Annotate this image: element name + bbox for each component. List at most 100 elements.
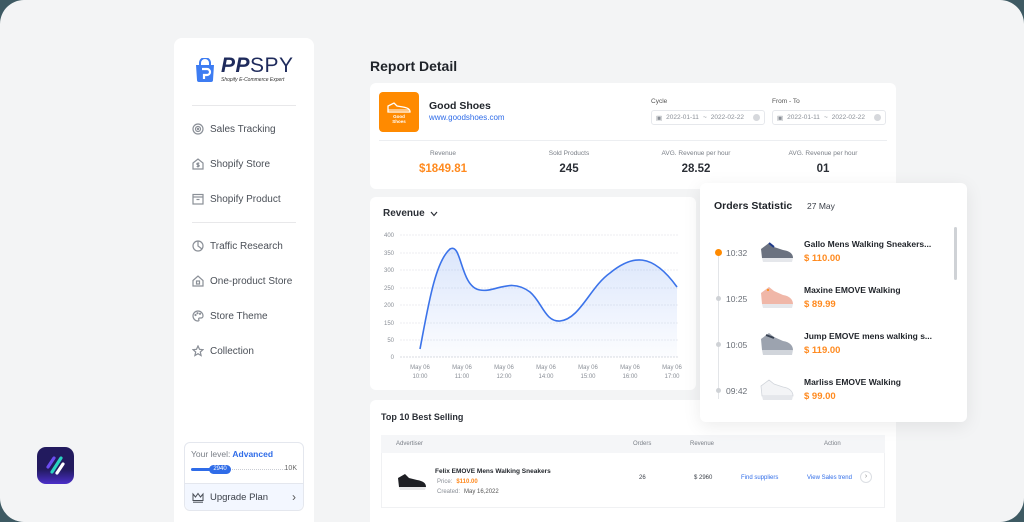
clear-icon[interactable] xyxy=(874,114,881,121)
slash-lines-icon xyxy=(46,456,65,475)
store-name: Good Shoes xyxy=(429,100,491,112)
star-icon xyxy=(192,345,204,357)
product-thumbnail xyxy=(761,287,793,308)
svg-text:0: 0 xyxy=(391,355,395,361)
stat-revenue: Revenue $1849.81 xyxy=(419,150,467,175)
svg-text:15:00: 15:00 xyxy=(580,374,596,380)
stat-avg-revenue-hour: AVG. Revenue per hour 28.52 xyxy=(661,150,731,175)
stat-sold-products: Sold Products 245 xyxy=(548,150,590,175)
svg-text:150: 150 xyxy=(384,321,395,327)
product-name[interactable]: Felix EMOVE Mens Walking Sneakers xyxy=(435,468,551,475)
svg-text:300: 300 xyxy=(384,268,395,274)
svg-text:17:00: 17:00 xyxy=(664,374,680,380)
svg-text:May 06: May 06 xyxy=(578,365,598,371)
cycle-date-range[interactable]: ▣ 2022-01-11 ~ 2022-02-22 xyxy=(651,110,765,125)
divider xyxy=(192,222,296,223)
svg-text:350: 350 xyxy=(384,251,395,257)
box-icon xyxy=(192,193,204,205)
sidebar-item-label: Shopify Product xyxy=(210,193,281,205)
level-label: Your level: Advanced xyxy=(191,449,274,459)
crown-icon xyxy=(192,492,204,503)
orders-statistic-panel: Orders Statistic 27 May 10:32 Gallo Mens… xyxy=(700,183,967,422)
sidebar-item-shopify-product[interactable]: Shopify Product xyxy=(192,189,281,209)
level-max: 10K xyxy=(284,465,297,472)
sidebar-item-label: Store Theme xyxy=(210,310,268,322)
timeline-dot xyxy=(716,388,721,393)
level-value: Advanced xyxy=(232,449,274,459)
sidebar-item-label: One-product Store xyxy=(210,275,293,287)
ppspy-logo[interactable]: PPSPY Shopify E-Commerce Expert xyxy=(194,54,294,83)
level-card: Your level: Advanced 2940 10K Upgrade Pla… xyxy=(184,442,304,511)
home-icon xyxy=(192,275,204,287)
page-title: Report Detail xyxy=(370,58,458,74)
svg-text:May 06: May 06 xyxy=(452,365,472,371)
best-selling-title: Top 10 Best Selling xyxy=(381,412,464,422)
timeline-line xyxy=(718,249,719,399)
order-time: 09:42 xyxy=(726,386,748,396)
order-item[interactable]: 10:05 Jump EMOVE mens walking s... $ 119… xyxy=(700,322,950,366)
orders-statistic-title: Orders Statistic xyxy=(714,200,793,212)
scrollbar[interactable] xyxy=(954,227,957,280)
product-thumbnail xyxy=(760,379,794,400)
store-logo: Good Shoes xyxy=(379,92,419,132)
product-created: Created: May 16,2022 xyxy=(437,489,499,495)
svg-text:16:00: 16:00 xyxy=(622,374,638,380)
brand-name: PPSPY xyxy=(221,54,294,77)
order-time: 10:05 xyxy=(726,340,748,350)
sidebar-item-collection[interactable]: Collection xyxy=(192,341,254,361)
column-advertiser: Advertiser xyxy=(396,441,424,447)
sidebar-item-traffic-research[interactable]: Traffic Research xyxy=(192,236,283,256)
order-item[interactable]: 10:25 Maxine EMOVE Walking $ 89.99 xyxy=(700,276,950,320)
chevron-down-icon xyxy=(430,211,438,216)
order-price: $ 119.00 xyxy=(804,345,841,356)
chevron-right-icon: › xyxy=(292,490,296,504)
chevron-right-icon[interactable]: › xyxy=(860,471,872,483)
upgrade-plan-label: Upgrade Plan xyxy=(210,491,269,503)
cycle-label: Cycle xyxy=(651,98,668,105)
revenue-chart-dropdown[interactable]: Revenue xyxy=(383,208,438,219)
revenue-value: $ 2960 xyxy=(694,475,713,481)
svg-text:14:00: 14:00 xyxy=(538,374,554,380)
sidebar-item-store-theme[interactable]: Store Theme xyxy=(192,306,268,326)
level-progress-bar: 2940 10K xyxy=(191,465,297,474)
svg-text:May 06: May 06 xyxy=(410,365,430,371)
order-price: $ 99.00 xyxy=(804,391,836,402)
target-icon xyxy=(192,123,204,135)
timeline-dot-active xyxy=(715,249,722,256)
shoe-icon xyxy=(387,102,411,113)
sidebar: PPSPY Shopify E-Commerce Expert Sales Tr… xyxy=(174,38,314,522)
column-orders: Orders xyxy=(633,441,652,447)
sidebar-item-shopify-store[interactable]: Shopify Store xyxy=(192,154,270,174)
from-to-date-range[interactable]: ▣ 2022-01-11 ~ 2022-02-22 xyxy=(772,110,886,125)
column-revenue: Revenue xyxy=(690,441,715,447)
pie-chart-icon xyxy=(192,240,204,252)
svg-text:May 06: May 06 xyxy=(494,365,514,371)
upgrade-plan-button[interactable]: Upgrade Plan › xyxy=(185,483,303,510)
calendar-icon: ▣ xyxy=(656,114,663,122)
orders-statistic-date: 27 May xyxy=(807,201,835,211)
order-time: 10:32 xyxy=(726,248,748,258)
sidebar-item-label: Traffic Research xyxy=(210,240,283,252)
table-row[interactable]: Felix EMOVE Mens Walking Sneakers Price:… xyxy=(381,453,885,508)
view-sales-trend-link[interactable]: View Sales trend xyxy=(807,475,852,481)
order-product-name: Marliss EMOVE Walking xyxy=(804,377,901,387)
timeline-dot xyxy=(716,342,721,347)
timeline-dot xyxy=(716,296,721,301)
app-icon[interactable] xyxy=(37,447,74,484)
level-progress-value: 2940 xyxy=(209,465,231,474)
order-item[interactable]: 09:42 Marliss EMOVE Walking $ 99.00 xyxy=(700,368,950,412)
order-item[interactable]: 10:32 Gallo Mens Walking Sneakers... $ 1… xyxy=(700,230,950,274)
store-url-link[interactable]: www.goodshoes.com xyxy=(429,113,505,122)
revenue-line-chart: 400 350 300 250 200 150 50 0 May 06 10:00… xyxy=(384,233,683,380)
sidebar-item-label: Shopify Store xyxy=(210,158,271,170)
sidebar-item-sales-tracking[interactable]: Sales Tracking xyxy=(192,119,276,139)
svg-text:12:00: 12:00 xyxy=(496,374,512,380)
store-dollar-icon xyxy=(192,158,204,170)
find-suppliers-link[interactable]: Find suppliers xyxy=(741,475,779,481)
svg-text:May 06: May 06 xyxy=(662,365,682,371)
sidebar-item-one-product-store[interactable]: One-product Store xyxy=(192,271,292,291)
svg-text:200: 200 xyxy=(384,303,395,309)
product-thumbnail xyxy=(761,333,793,355)
clear-icon[interactable] xyxy=(753,114,760,121)
